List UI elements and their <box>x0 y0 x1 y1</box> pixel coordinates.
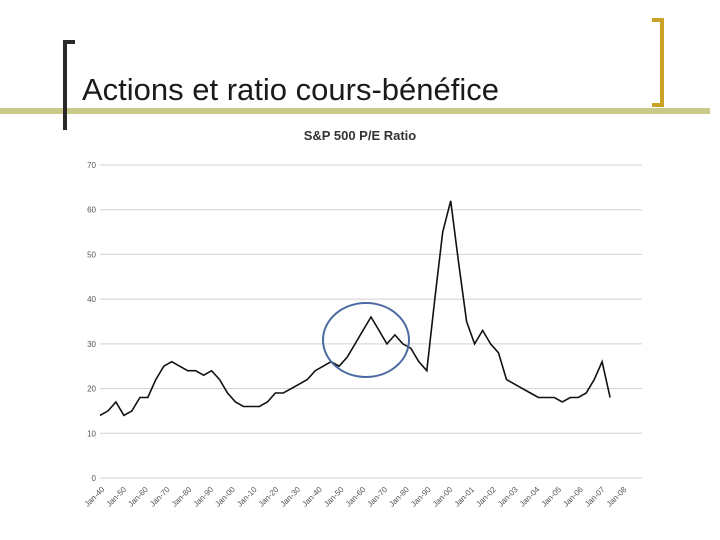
y-tick-label: 0 <box>92 474 97 483</box>
x-tick-label: Jan-02 <box>474 485 498 509</box>
grid-lines <box>100 164 642 479</box>
slide-title: Actions et ratio cours-bénéfice <box>82 72 499 107</box>
x-tick-label: Jan-70 <box>365 485 389 509</box>
x-tick-label: Jan-90 <box>191 485 215 509</box>
accent-bar <box>0 108 710 114</box>
x-tick-label: Jan-50 <box>104 485 128 509</box>
x-tick-label: Jan-30 <box>278 485 302 509</box>
left-bracket <box>63 40 75 130</box>
x-tick-label: Jan-07 <box>583 485 607 509</box>
x-axis-labels: Jan-40Jan-50Jan-60Jan-70Jan-80Jan-90Jan-… <box>83 485 629 509</box>
right-bracket <box>652 18 664 107</box>
x-tick-label: Jan-10 <box>235 485 259 509</box>
x-tick-label: Jan-01 <box>452 485 476 509</box>
y-tick-label: 60 <box>87 206 96 215</box>
y-axis-labels: 0 10 20 30 40 50 60 70 <box>87 161 96 483</box>
y-tick-label: 20 <box>87 385 96 394</box>
x-tick-label: Jan-70 <box>148 485 172 509</box>
x-tick-label: Jan-04 <box>518 485 542 509</box>
x-tick-label: Jan-03 <box>496 485 520 509</box>
x-tick-label: Jan-90 <box>409 485 433 509</box>
x-tick-label: Jan-20 <box>257 485 281 509</box>
x-tick-label: Jan-40 <box>300 485 324 509</box>
x-tick-label: Jan-80 <box>170 485 194 509</box>
x-tick-label: Jan-40 <box>83 485 107 509</box>
highlight-ellipse <box>322 302 410 378</box>
x-tick-label: Jan-00 <box>213 485 237 509</box>
x-tick-label: Jan-06 <box>561 485 585 509</box>
y-tick-label: 40 <box>87 295 96 304</box>
x-tick-label: Jan-08 <box>605 485 629 509</box>
chart-title: S&P 500 P/E Ratio <box>303 128 417 143</box>
x-tick-label: Jan-60 <box>344 485 368 509</box>
x-tick-label: Jan-80 <box>387 485 411 509</box>
y-tick-label: 30 <box>87 340 96 349</box>
y-tick-label: 50 <box>87 250 96 259</box>
y-tick-label: 10 <box>87 429 96 438</box>
x-tick-label: Jan-00 <box>431 485 455 509</box>
y-tick-label: 70 <box>87 161 96 170</box>
x-tick-label: Jan-50 <box>322 485 346 509</box>
pe-ratio-line <box>99 200 611 417</box>
x-tick-label: Jan-60 <box>126 485 150 509</box>
x-tick-label: Jan-05 <box>539 485 563 509</box>
